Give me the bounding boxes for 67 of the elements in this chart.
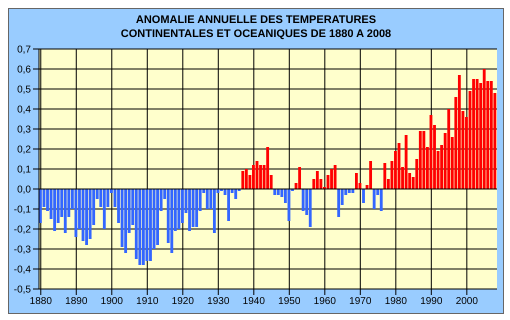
x-tick-label: 2000 bbox=[456, 296, 478, 308]
bar bbox=[212, 189, 216, 233]
bar bbox=[298, 167, 302, 189]
bar bbox=[195, 189, 198, 227]
bar bbox=[351, 189, 354, 193]
x-tick-label: 1930 bbox=[207, 296, 230, 308]
bar bbox=[266, 147, 270, 189]
bar bbox=[244, 169, 248, 189]
y-tick-label: 0,4 bbox=[17, 104, 32, 116]
y-tick-label: 0,5 bbox=[17, 84, 32, 96]
bar bbox=[138, 189, 142, 265]
y-tick-label: -0,3 bbox=[14, 244, 32, 256]
bar bbox=[369, 161, 372, 189]
bar bbox=[192, 189, 195, 227]
y-tick-label: -0,5 bbox=[14, 284, 32, 296]
bar bbox=[124, 189, 128, 253]
x-tick-label: 1970 bbox=[349, 296, 372, 308]
y-tick-label: 0,0 bbox=[17, 184, 32, 196]
bar bbox=[422, 131, 426, 189]
bar bbox=[82, 189, 84, 241]
y-tick-label: 0,1 bbox=[17, 164, 32, 176]
x-tick-label: 1990 bbox=[420, 296, 443, 308]
bar bbox=[149, 189, 152, 261]
bar bbox=[85, 189, 88, 245]
bar bbox=[330, 169, 333, 189]
bar bbox=[252, 165, 255, 189]
x-tick-label: 1880 bbox=[30, 296, 52, 308]
bar bbox=[472, 79, 475, 189]
bar bbox=[74, 189, 78, 237]
bar bbox=[334, 165, 337, 189]
bar bbox=[227, 189, 230, 221]
x-tick-label: 1900 bbox=[100, 296, 124, 308]
bar bbox=[142, 189, 145, 265]
bar bbox=[288, 189, 290, 221]
bar bbox=[430, 115, 432, 189]
bar bbox=[337, 189, 340, 217]
x-tick-label: 1910 bbox=[136, 296, 159, 308]
bar bbox=[156, 189, 160, 245]
bar bbox=[458, 75, 461, 189]
chart-title: ANOMALIE ANNUELLE DES TEMPERATURES CONTINENTALES ET OCEANIQUES DE 1880 A 2008 bbox=[120, 13, 392, 41]
x-tick-label: 1980 bbox=[384, 296, 408, 308]
x-tick-label: 1940 bbox=[242, 296, 266, 308]
bar bbox=[259, 165, 262, 189]
bar bbox=[177, 189, 180, 229]
bar bbox=[256, 161, 258, 189]
y-tick-label: 0,7 bbox=[17, 44, 32, 56]
y-tick-label: 0,2 bbox=[17, 144, 32, 156]
bar bbox=[146, 189, 148, 261]
x-tick-label: 1960 bbox=[314, 296, 336, 308]
bar bbox=[53, 189, 56, 231]
y-tick-label: -0,1 bbox=[14, 204, 32, 216]
y-tick-label: -0,2 bbox=[14, 224, 32, 236]
x-tick-label: 1950 bbox=[278, 296, 301, 308]
bar bbox=[476, 79, 479, 189]
bar bbox=[404, 135, 408, 189]
bar bbox=[372, 189, 376, 209]
y-tick-label: 0,3 bbox=[17, 124, 32, 136]
x-tick-label: 1890 bbox=[65, 296, 88, 308]
bar bbox=[354, 173, 358, 189]
y-tick-label: 0,6 bbox=[17, 64, 32, 76]
x-tick-label: 1920 bbox=[172, 296, 194, 308]
bar bbox=[302, 189, 305, 211]
bar bbox=[398, 143, 400, 189]
bar bbox=[316, 171, 319, 189]
y-tick-label: -0,4 bbox=[14, 264, 32, 276]
bar bbox=[362, 189, 365, 203]
bar bbox=[188, 189, 191, 231]
